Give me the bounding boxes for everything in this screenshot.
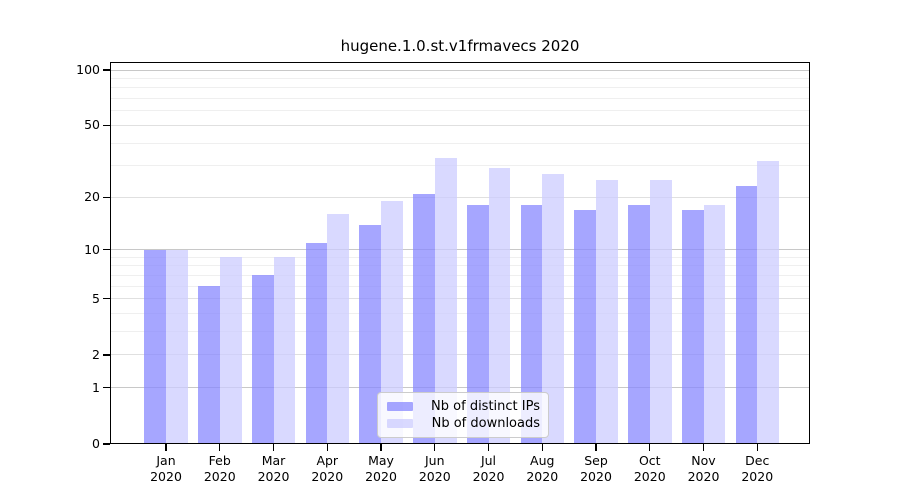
bar-ips-dec	[735, 186, 758, 444]
minor-gridline-6	[110, 285, 810, 287]
bar-ips-jun	[413, 193, 435, 444]
y-tick-mark-0	[103, 443, 110, 445]
bar-ips-mar	[251, 275, 274, 444]
bar-downloads-jun	[434, 158, 457, 444]
x-tick-label-aug: Aug 2020	[526, 453, 559, 484]
x-tick-mark-aug	[541, 444, 543, 451]
x-tick-mark-feb	[219, 444, 221, 451]
y-tick-label-2: 2	[92, 346, 100, 362]
bar-ips-jan	[144, 249, 166, 444]
x-tick-mark-dec	[756, 444, 758, 451]
chart-title: hugene.1.0.st.v1frmavecs 2020	[340, 37, 580, 55]
x-tick-mark-nov	[702, 444, 705, 451]
x-tick-label-nov: Nov 2020	[687, 453, 720, 484]
x-tick-mark-oct	[649, 444, 651, 451]
decade-gridline-10	[110, 249, 810, 251]
bar-downloads-feb	[219, 257, 242, 444]
y-tick-mark-20	[103, 196, 110, 198]
x-tick-mark-mar	[272, 444, 275, 451]
x-tick-mark-sep	[595, 444, 597, 451]
y-tick-label-5: 5	[92, 290, 100, 306]
x-tick-mark-jul	[487, 444, 490, 451]
x-tick-mark-jun	[434, 444, 436, 451]
x-tick-label-mar: Mar 2020	[257, 453, 290, 484]
minor-gridline-40	[110, 142, 810, 144]
major-gridline-2	[110, 354, 810, 356]
x-tick-label-jul: Jul 2020	[472, 453, 505, 484]
gridlines-layer	[110, 62, 810, 444]
y-tick-label-0: 0	[92, 436, 100, 451]
decade-gridline-100	[110, 69, 810, 71]
x-tick-label-jan: Jan 2020	[150, 453, 182, 484]
minor-gridline-80	[110, 87, 810, 89]
bar-downloads-apr	[327, 214, 349, 444]
bar-ips-feb	[198, 286, 220, 444]
minor-gridline-8	[110, 265, 810, 267]
bar-downloads-jul	[488, 168, 511, 444]
major-gridline-5	[110, 298, 810, 300]
bar-downloads-aug	[542, 173, 564, 444]
minor-gridline-4	[110, 313, 810, 315]
bar-downloads-jan	[166, 249, 188, 444]
bar-ips-jul	[466, 205, 489, 444]
minor-gridline-70	[110, 98, 810, 100]
bar-downloads-may	[381, 201, 403, 444]
legend-label-distinct-ips: Nb of distinct IPs	[431, 399, 540, 414]
minor-gridline-60	[110, 110, 810, 112]
legend-item-downloads: Nb of downloads	[387, 415, 540, 432]
bar-downloads-oct	[649, 179, 672, 444]
decade-gridline-1	[110, 387, 810, 389]
legend-item-distinct-ips: Nb of distinct IPs	[387, 398, 540, 415]
x-tick-label-dec: Dec 2020	[741, 453, 774, 484]
y-tick-label-10: 10	[84, 241, 100, 257]
x-tick-mark-apr	[326, 444, 328, 451]
y-tick-mark-50	[103, 124, 110, 126]
minor-gridline-30	[110, 165, 810, 167]
bar-downloads-nov	[703, 205, 726, 444]
bar-ips-may	[359, 224, 381, 444]
y-tick-mark-10	[103, 249, 110, 251]
x-tick-mark-may	[380, 444, 382, 451]
minor-gridline-3	[110, 331, 810, 333]
x-tick-label-jun: Jun 2020	[418, 453, 451, 484]
x-tick-label-apr: Apr 2020	[311, 453, 344, 484]
y-tick-label-20: 20	[84, 189, 100, 205]
x-tick-mark-jan	[165, 444, 167, 451]
y-tick-label-50: 50	[84, 117, 100, 133]
minor-gridline-90	[110, 77, 810, 79]
legend-swatch-distinct-ips	[387, 402, 413, 411]
bar-ips-sep	[574, 209, 596, 444]
bar-ips-nov	[681, 209, 704, 444]
legend-label-downloads: Nb of downloads	[431, 416, 540, 431]
minor-gridline-7	[110, 274, 810, 276]
plot-area: Nb of distinct IPs Nb of downloads	[110, 62, 810, 444]
bars-layer	[110, 62, 810, 444]
bar-downloads-mar	[273, 257, 296, 444]
major-gridline-50	[110, 124, 810, 126]
y-tick-label-100: 100	[76, 62, 100, 77]
x-tick-label-sep: Sep 2020	[580, 453, 612, 484]
legend: Nb of distinct IPs Nb of downloads	[377, 392, 549, 438]
x-tick-label-may: May 2020	[365, 453, 397, 484]
x-tick-label-feb: Feb 2020	[203, 453, 236, 484]
bar-ips-aug	[520, 205, 543, 444]
bar-downloads-dec	[757, 160, 779, 444]
bar-ips-oct	[628, 205, 650, 444]
y-tick-mark-5	[103, 298, 110, 300]
y-tick-mark-1	[103, 387, 110, 389]
bar-ips-apr	[305, 242, 328, 444]
minor-gridline-9	[110, 256, 810, 258]
x-tick-label-oct: Oct 2020	[633, 453, 666, 484]
legend-swatch-downloads	[387, 419, 413, 428]
y-tick-mark-2	[103, 354, 110, 356]
y-tick-mark-100	[103, 69, 110, 71]
bar-downloads-sep	[596, 179, 618, 444]
major-gridline-20	[110, 196, 810, 198]
y-tick-label-1: 1	[92, 379, 100, 395]
